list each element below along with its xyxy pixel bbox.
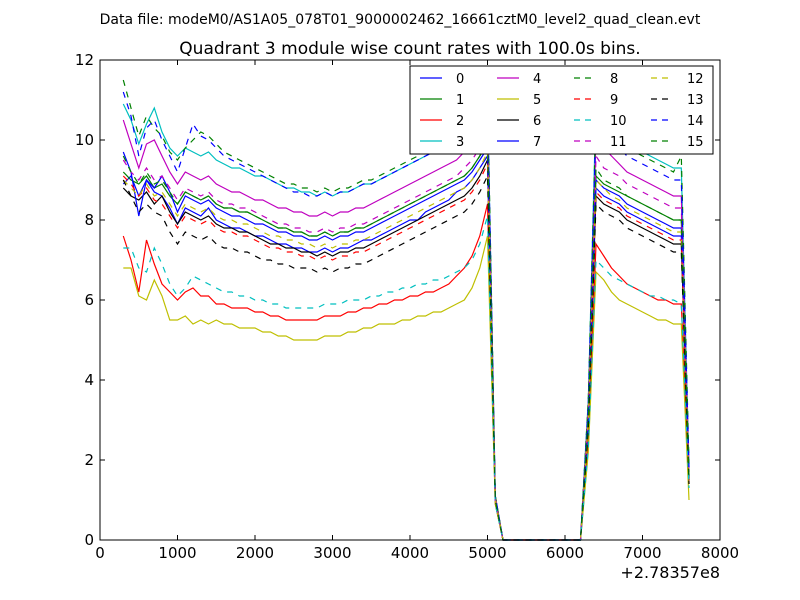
x-tick-label: 6000 (546, 544, 584, 562)
chart-title: Quadrant 3 module wise count rates with … (179, 39, 640, 59)
legend-label-2: 2 (456, 114, 464, 129)
series-line-4 (122, 115, 690, 541)
legend-box (409, 65, 714, 155)
series-line-6 (122, 159, 690, 541)
legend-label-13: 13 (687, 93, 704, 108)
legend-label-4: 4 (533, 72, 541, 87)
legend-label-11: 11 (610, 135, 627, 150)
x-tick-label: 7000 (623, 544, 661, 562)
legend-label-12: 12 (687, 72, 704, 87)
series-line-13 (122, 175, 690, 541)
axes: 0 1000 2000 3000 4000 5000 6000 7000 80000246810… (75, 51, 739, 562)
x-tick-label: 2000 (236, 544, 274, 562)
series-line-5 (123, 235, 690, 541)
series-line-11 (122, 131, 690, 541)
legend-label-15: 15 (687, 135, 704, 150)
legend-label-0: 0 (456, 72, 464, 87)
y-tick-label: 6 (84, 291, 94, 309)
legend-label-7: 7 (533, 135, 541, 150)
x-tick-label: 5000 (468, 544, 506, 562)
plot-lines (122, 79, 690, 541)
legend-label-3: 3 (456, 135, 464, 150)
legend-label-8: 8 (610, 72, 618, 87)
y-tick-label: 8 (84, 211, 94, 229)
data-file-label: Data file: modeM0/AS1A05_078T01_90000024… (100, 12, 701, 28)
x-offset-label: +2.78357e8 (620, 563, 720, 582)
y-tick-label: 2 (84, 451, 94, 469)
series-line-1 (122, 142, 690, 541)
x-tick-label: 3000 (313, 544, 351, 562)
legend-label-9: 9 (610, 93, 618, 108)
legend-label-1: 1 (456, 93, 464, 108)
y-tick-label: 12 (75, 51, 94, 69)
legend-label-6: 6 (533, 114, 541, 129)
legend-label-10: 10 (610, 114, 627, 129)
x-tick-label: 8000 (701, 544, 739, 562)
y-tick-label: 10 (75, 131, 94, 149)
series-line-9 (122, 163, 690, 541)
y-tick-label: 4 (84, 371, 94, 389)
series-line-15 (122, 139, 690, 541)
y-tick-label: 0 (84, 531, 94, 549)
series-line-2 (122, 203, 690, 541)
legend-label-14: 14 (687, 114, 704, 129)
series-line-10 (123, 215, 690, 541)
series-line-8 (122, 79, 690, 541)
legend-label-5: 5 (533, 93, 541, 108)
x-tick-label: 4000 (391, 544, 429, 562)
series-line-0 (122, 154, 690, 541)
series-line-7 (122, 146, 690, 541)
x-tick-label: 1000 (158, 544, 196, 562)
x-tick-label: 0 (95, 544, 105, 562)
series-line-14 (122, 91, 690, 541)
